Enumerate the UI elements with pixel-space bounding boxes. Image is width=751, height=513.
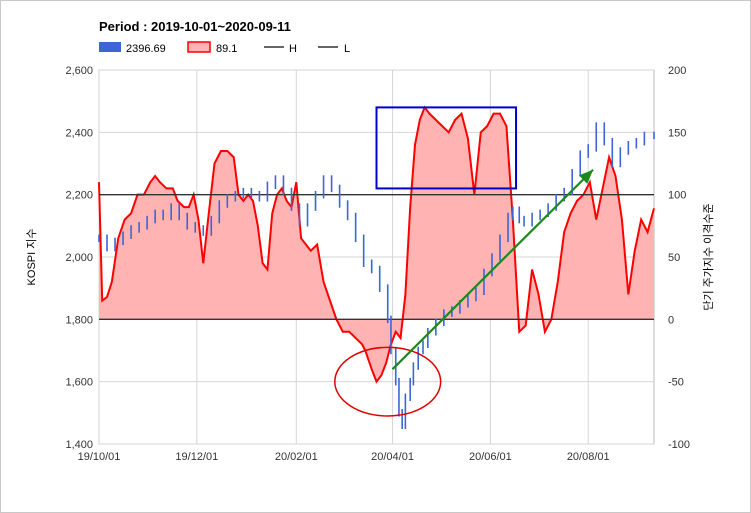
y-left-axis-title: KOSPI 지수 [25, 229, 38, 286]
y-right-tick-label: 200 [668, 65, 686, 77]
y-left-tick-label: 2,000 [65, 252, 93, 264]
chart-title: Period : 2019-10-01~2020-09-11 [99, 19, 291, 34]
y-left-tick-label: 1,400 [65, 439, 93, 451]
x-tick-label: 19/12/01 [175, 451, 218, 463]
y-right-tick-label: 100 [668, 190, 686, 202]
annotation-arrow-line [391, 168, 594, 370]
annotation-ellipse [334, 346, 442, 417]
y-right-axis-title: 단기 주가지수 이격수준 [702, 203, 715, 310]
y-right-tick-label: -50 [668, 377, 684, 389]
y-right-tick-label: 50 [668, 252, 680, 264]
x-tick-label: 20/06/01 [469, 451, 512, 463]
annotation-arrow-head [578, 169, 594, 184]
y-right-tick-label: 0 [668, 314, 674, 326]
y-left-tick-label: 2,200 [65, 190, 93, 202]
legend-label-h: H [289, 43, 297, 55]
legend-label-disparity: 89.1 [216, 43, 237, 55]
legend-swatch-disparity [187, 41, 211, 53]
x-tick-label: 20/04/01 [371, 451, 414, 463]
x-tick-label: 20/02/01 [275, 451, 318, 463]
legend-label-kospi: 2396.69 [126, 43, 166, 55]
y-left-tick-label: 1,600 [65, 377, 93, 389]
legend-label-l: L [344, 43, 350, 55]
y-left-tick-label: 2,400 [65, 127, 93, 139]
y-left-tick-label: 2,600 [65, 65, 93, 77]
disparity-line-series [98, 105, 655, 384]
y-right-tick-label: -100 [668, 439, 690, 451]
area-fill-series [99, 107, 654, 382]
annotation-rect [375, 106, 518, 190]
y-left-tick-label: 1,800 [65, 314, 93, 326]
legend-swatch-kospi [99, 42, 121, 52]
x-tick-label: 20/08/01 [567, 451, 610, 463]
x-tick-label: 19/10/01 [78, 451, 121, 463]
y-right-tick-label: 150 [668, 127, 686, 139]
